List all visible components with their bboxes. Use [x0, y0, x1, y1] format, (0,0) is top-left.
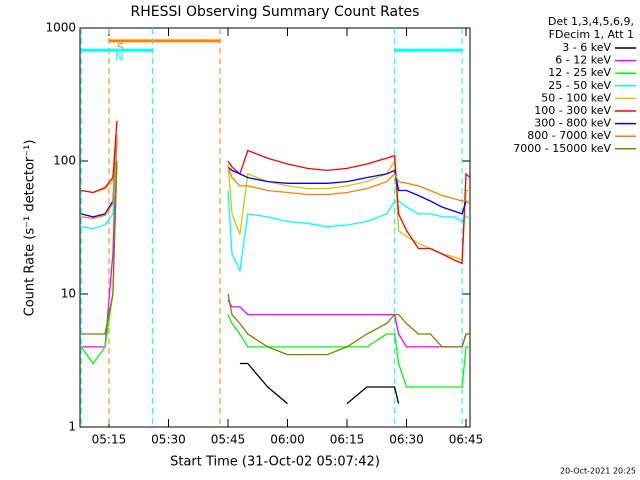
- x-tick-label: 06:30: [389, 433, 424, 447]
- x-axis-label: Start Time (31-Oct-02 05:07:42): [170, 455, 380, 470]
- legend-label: 12 - 25 keV: [548, 66, 611, 79]
- y-axis-label: Count Rate (s⁻¹ detector⁻¹): [23, 140, 38, 317]
- series-line: [81, 160, 470, 356]
- legend-title: Det 1,3,4,5,6,9,: [548, 15, 634, 28]
- y-tick-label: 1: [68, 420, 76, 434]
- legend-label: 300 - 800 keV: [534, 117, 611, 130]
- series-line: [239, 362, 400, 405]
- chart-title: RHESSI Observing Summary Count Rates: [131, 4, 420, 20]
- x-tick-label: 06:45: [449, 433, 484, 447]
- legend-title: FDecim 1, Att 1: [549, 28, 634, 41]
- x-tick-label: 06:00: [270, 433, 305, 447]
- legend-label: 3 - 6 keV: [562, 41, 611, 54]
- x-tick-label: 06:15: [330, 433, 365, 447]
- series-line: [81, 120, 471, 265]
- legend-label: 6 - 12 keV: [555, 54, 611, 67]
- legend-label: 50 - 100 keV: [541, 91, 611, 104]
- y-tick-label: 1000: [45, 21, 76, 35]
- y-tick-label: 10: [61, 287, 76, 301]
- legend-label: 25 - 50 keV: [548, 79, 611, 92]
- legend-label: 7000 - 15000 keV: [513, 142, 611, 155]
- y-tick-label: 100: [53, 154, 76, 168]
- x-tick-label: 05:30: [151, 433, 186, 447]
- plot-frame: [79, 27, 471, 428]
- legend-label: 100 - 300 keV: [534, 104, 611, 117]
- interval-label: S: [117, 41, 124, 54]
- x-tick-label: 05:15: [92, 433, 127, 447]
- series-line: [81, 137, 471, 220]
- series-line: [81, 150, 470, 273]
- interval-label: N: [115, 50, 123, 63]
- x-tick-label: 05:45: [211, 433, 246, 447]
- footer: 20-Oct-2021 20:25: [560, 467, 636, 476]
- legend-label: 800 - 7000 keV: [527, 129, 611, 142]
